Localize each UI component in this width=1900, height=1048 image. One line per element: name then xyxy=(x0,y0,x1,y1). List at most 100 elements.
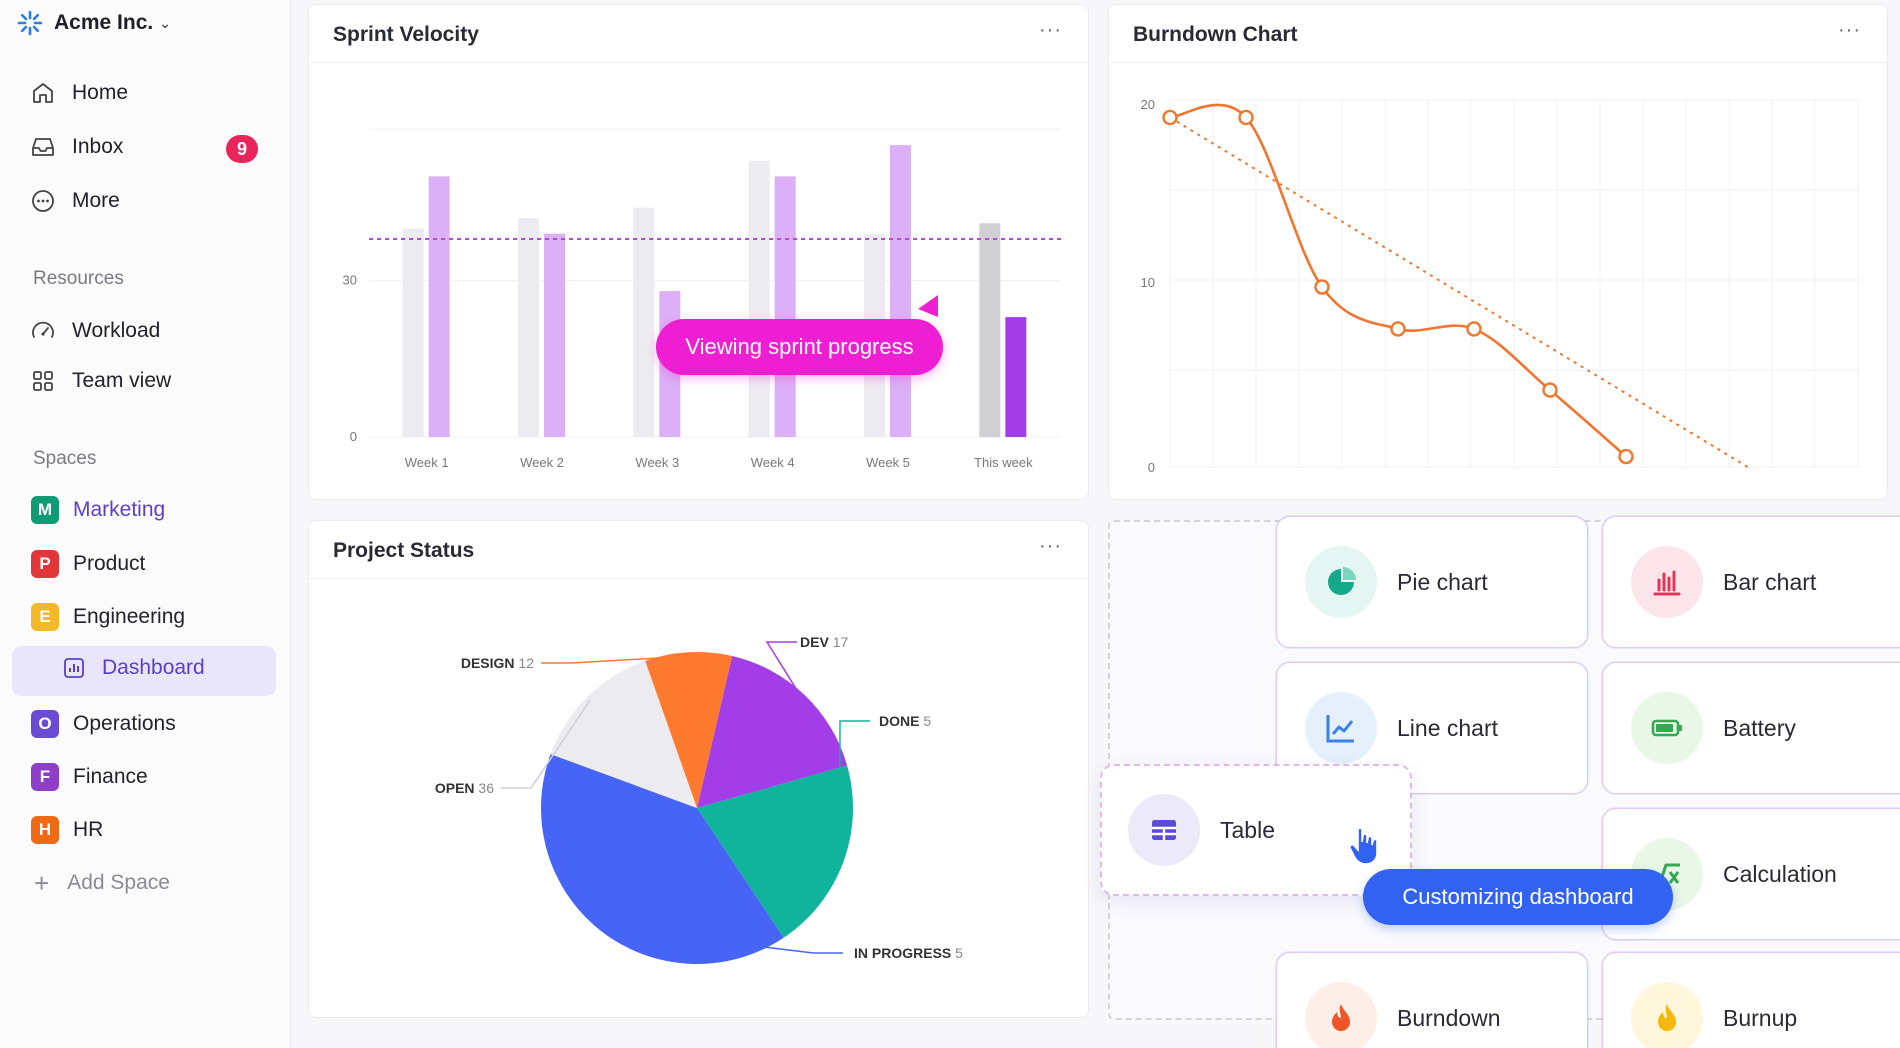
nav-inbox[interactable]: Inbox xyxy=(30,134,123,160)
space-avatar: H xyxy=(31,816,59,844)
widget-label: Line chart xyxy=(1397,714,1499,741)
x-tick-label: Week 3 xyxy=(635,455,679,470)
workspace-switcher[interactable]: Acme Inc. ⌄ xyxy=(16,8,171,38)
card-title: Sprint Velocity xyxy=(333,23,479,46)
pie-label: DEV 17 xyxy=(800,634,848,650)
card-more-button[interactable]: ··· xyxy=(1039,535,1062,557)
burndown-point xyxy=(1314,279,1330,295)
spaces-heading: Spaces xyxy=(33,448,97,469)
space-label: Finance xyxy=(73,765,148,788)
widget-icon-circle xyxy=(1305,982,1377,1048)
x-tick-label: This week xyxy=(974,455,1033,470)
widget-burnup[interactable]: Burnup xyxy=(1602,952,1900,1048)
customizing-dashboard-tag: Customizing dashboard xyxy=(1363,869,1673,925)
velocity-bar-prior xyxy=(402,228,424,437)
pie-slice xyxy=(697,765,853,938)
dashboard-label: Dashboard xyxy=(102,656,205,679)
space-finance[interactable]: F Finance xyxy=(31,763,148,791)
sprint-velocity-card: Sprint Velocity ··· 0 30 Week 1 Week 2 Week … xyxy=(308,4,1089,500)
nav-more[interactable]: More xyxy=(30,188,120,214)
space-avatar: E xyxy=(31,603,59,631)
sprint-velocity-chart: 0 30 Week 1 Week 2 Week 3 Week 4 Week 5 This we… xyxy=(343,128,1061,470)
widget-icon-circle xyxy=(1305,692,1377,764)
cursor-arrow-icon xyxy=(918,295,938,317)
space-operations[interactable]: O Operations xyxy=(31,710,176,738)
widget-bar-chart[interactable]: Bar chart xyxy=(1602,516,1900,648)
velocity-bar-prior xyxy=(518,218,539,437)
y-tick-label: 0 xyxy=(350,429,357,444)
project-status-pie-chart: DEV 17 DONE 5 IN PROGRESS 5 OPEN 36 DESIGN 1… xyxy=(435,634,963,964)
pie-label-name: DONE xyxy=(879,713,923,729)
widget-icon-circle xyxy=(1631,692,1703,764)
pie-label: IN PROGRESS 5 xyxy=(854,945,963,961)
pie-label-value: 36 xyxy=(478,780,494,796)
sidebar: Acme Inc. ⌄ Home Inbox 9 More Resources … xyxy=(0,0,291,1048)
space-engineering[interactable]: E Engineering xyxy=(31,603,185,631)
nav-label: Home xyxy=(72,81,129,104)
pie-chart-icon xyxy=(1328,567,1356,595)
pie-leader-line xyxy=(602,926,843,954)
pie-label-name: DEV xyxy=(800,634,833,650)
space-hr[interactable]: H HR xyxy=(31,816,103,844)
widget-icon-circle xyxy=(1128,794,1200,866)
bar-chart-icon xyxy=(1653,570,1681,596)
ideal-burndown-line xyxy=(1169,116,1749,468)
nav-home[interactable]: Home xyxy=(30,80,128,106)
pie-slice xyxy=(697,655,848,808)
widget-icon-circle xyxy=(1305,546,1377,618)
space-avatar: M xyxy=(31,496,59,524)
inbox-icon xyxy=(32,138,54,156)
pie-slice xyxy=(645,652,733,808)
velocity-bar-current xyxy=(428,176,450,438)
pie-label-name: DESIGN xyxy=(461,655,519,671)
velocity-bar-prior xyxy=(748,160,770,437)
nav-team-view[interactable]: Team view xyxy=(30,368,171,394)
burndown-card: Burndown Chart ··· 20 10 0 xyxy=(1108,4,1888,500)
widget-label: Battery xyxy=(1723,714,1796,741)
card-title: Project Status xyxy=(333,539,475,562)
table-icon xyxy=(1152,820,1176,840)
pie-label: OPEN 36 xyxy=(435,780,494,796)
pie-label: DESIGN 12 xyxy=(461,655,534,671)
flame-icon xyxy=(1332,1004,1350,1031)
card-more-button[interactable]: ··· xyxy=(1838,19,1861,41)
pie-leader-line xyxy=(765,641,803,699)
nav-label: Team view xyxy=(72,369,172,392)
y-tick-label: 10 xyxy=(1141,275,1155,290)
space-label: Operations xyxy=(73,712,176,735)
card-more-button[interactable]: ··· xyxy=(1039,19,1062,41)
burndown-point xyxy=(1390,321,1406,337)
pie-label-value: 5 xyxy=(923,713,931,729)
x-tick-label: Week 5 xyxy=(866,455,910,470)
widget-table-dragging[interactable]: Table xyxy=(1100,764,1412,896)
plus-icon: + xyxy=(34,868,50,898)
velocity-bar-current xyxy=(774,176,796,438)
widget-pie-chart[interactable]: Pie chart xyxy=(1276,516,1588,648)
nav-label: Workload xyxy=(72,319,161,342)
widget-icon-circle xyxy=(1631,982,1703,1048)
y-tick-label: 20 xyxy=(1141,97,1155,112)
widget-label: Table xyxy=(1220,816,1275,843)
widget-burndown[interactable]: Burndown xyxy=(1276,952,1588,1048)
velocity-bar-current xyxy=(890,145,911,437)
workspace-name: Acme Inc. xyxy=(54,11,154,34)
pie-leader-line xyxy=(541,655,689,664)
velocity-bar-prior xyxy=(979,223,1001,437)
nav-label: Inbox xyxy=(72,135,124,158)
nav-label: More xyxy=(72,189,120,212)
space-label: Product xyxy=(73,552,146,575)
widget-battery[interactable]: Battery xyxy=(1602,662,1900,794)
space-avatar: F xyxy=(31,763,59,791)
space-marketing[interactable]: M Marketing xyxy=(31,496,165,524)
add-space-button[interactable]: + Add Space xyxy=(34,870,170,896)
nav-workload[interactable]: Workload xyxy=(30,318,160,344)
widget-label: Burnup xyxy=(1723,1004,1798,1031)
widget-label: Pie chart xyxy=(1397,568,1488,595)
space-product[interactable]: P Product xyxy=(31,550,145,578)
widget-label: Burndown xyxy=(1397,1004,1501,1031)
chevron-down-icon: ⌄ xyxy=(159,14,171,31)
project-status-card: Project Status ··· DEV 17 DONE 5 IN PROGRE… xyxy=(308,520,1089,1018)
hand-cursor-icon xyxy=(1349,827,1378,865)
burndown-point xyxy=(1618,448,1634,465)
sidebar-item-dashboard[interactable]: Dashboard xyxy=(62,656,205,680)
